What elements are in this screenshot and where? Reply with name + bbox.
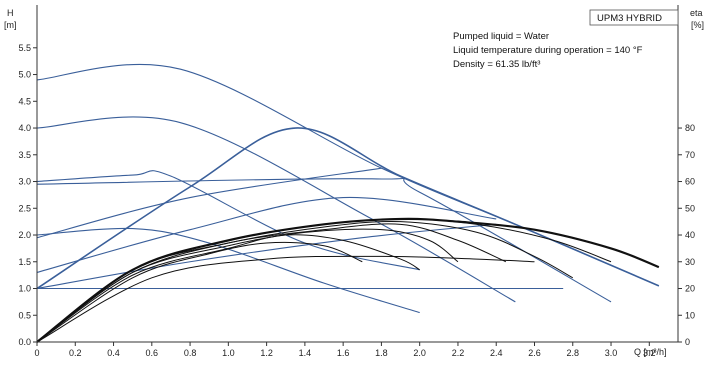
y-right-tick-label-8: 80 [685,123,695,133]
y-left-tick-label-8: 4.0 [18,123,31,133]
head-curve-7 [36,127,660,290]
head-curve-2 [36,116,516,303]
y-right-tick-label-5: 50 [685,203,695,213]
head-curve-10 [36,223,497,290]
eta-curve-6 [36,234,420,343]
eta-curve-7 [36,241,363,343]
info-line-liquid-temperature: Liquid temperature during operation = 14… [453,45,643,56]
x-tick-label-2: 0.4 [107,348,120,358]
eta-curve-8 [36,255,535,343]
y-right-axis-unit: [%] [691,20,704,30]
y-left-tick-label-10: 5.0 [18,70,31,80]
eta-curve-3 [36,220,574,343]
eta-curve-5 [36,228,459,343]
y-left-axis-title: H [7,8,14,18]
x-tick-label-1: 0.2 [69,348,82,358]
y-right-axis-title: eta [690,8,703,18]
x-tick-label-12: 2.4 [490,348,503,358]
y-right-tick-label-4: 40 [685,230,695,240]
y-right-tick-label-2: 20 [685,284,695,294]
y-left-tick-label-4: 2.0 [18,230,31,240]
x-tick-label-3: 0.6 [146,348,159,358]
model-badge-text: UPM3 HYBRID [597,13,662,24]
x-tick-label-9: 1.8 [375,348,388,358]
x-tick-label-8: 1.6 [337,348,350,358]
x-tick-label-10: 2.0 [413,348,426,358]
x-tick-label-14: 2.8 [567,348,580,358]
info-line-density: Density = 61.35 lb/ft³ [453,59,540,70]
x-tick-label-15: 3.0 [605,348,618,358]
model-badge-box [589,9,679,26]
y-left-tick-label-3: 1.5 [18,257,31,267]
head-curve-8 [36,167,382,239]
x-tick-label-6: 1.2 [260,348,273,358]
y-left-tick-label-7: 3.5 [18,150,31,160]
x-tick-label-16: 3.2 [643,348,656,358]
y-right-tick-label-6: 60 [685,177,695,187]
info-line-pumped-liquid: Pumped liquid = Water [453,31,549,42]
y-right-tick-label-0: 0 [685,337,690,347]
y-left-tick-label-2: 1.0 [18,284,31,294]
y-right-tick-label-7: 70 [685,150,695,160]
head-curve-9 [36,196,497,273]
x-tick-label-11: 2.2 [452,348,465,358]
y-left-tick-label-6: 3.0 [18,177,31,187]
y-left-tick-label-9: 4.5 [18,96,31,106]
y-left-tick-label-11: 5.5 [18,43,31,53]
axes-layer: 0 0.2 0.4 0.6 0.8 1.0 1.2 1.4 1.6 1.8 2.0 2.2 2.4 2.6… [18,5,695,358]
x-axis-title: Q [m³/h] [634,347,667,357]
y-left-tick-label-5: 2.5 [18,203,31,213]
y-left-axis-unit: [m] [4,20,17,30]
y-right-tick-label-1: 10 [685,310,695,320]
x-tick-label-0: 0 [34,348,39,358]
y-left-tick-label-0: 0.0 [18,337,31,347]
x-tick-label-13: 2.6 [528,348,541,358]
x-tick-label-5: 1.0 [222,348,235,358]
x-tick-label-7: 1.4 [299,348,312,358]
y-left-tick-label-1: 0.5 [18,310,31,320]
series-layer [36,63,660,343]
y-right-tick-label-3: 30 [685,257,695,267]
x-tick-label-4: 0.8 [184,348,197,358]
